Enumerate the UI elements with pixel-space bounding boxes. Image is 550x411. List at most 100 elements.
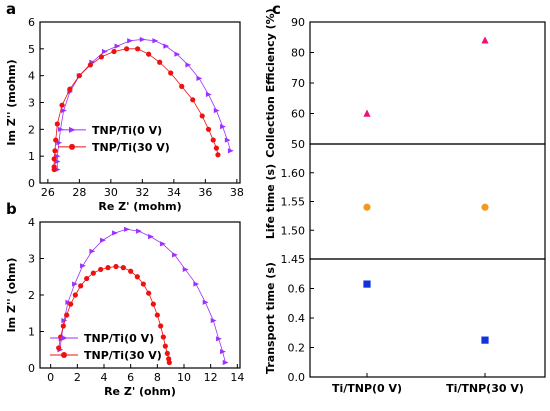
data-point-b-0 — [220, 348, 226, 355]
y-tick-label-c0: 90 — [291, 16, 305, 29]
data-point-a-1 — [54, 121, 60, 127]
x-tick-label-b: 2 — [74, 371, 81, 384]
data-point-a-1 — [146, 51, 152, 57]
data-point-b-0 — [124, 226, 130, 232]
data-point-b-0 — [172, 252, 178, 258]
y-tick-label-b: 3 — [28, 253, 35, 266]
x-axis-title-b: Re Z' (ohm) — [104, 385, 176, 398]
x-tick-label-a: 26 — [41, 186, 55, 199]
panel-letter-c: c — [272, 0, 281, 18]
data-point-b-0 — [222, 359, 229, 366]
data-point-a-0 — [224, 137, 231, 143]
data-point-a-0 — [174, 51, 181, 57]
y-tick-label-c0: 70 — [291, 77, 305, 90]
data-point-b-1 — [105, 265, 111, 271]
data-point-a-1 — [179, 83, 185, 89]
legend-label-a-1: TNP/Ti(30 V) — [92, 141, 170, 154]
data-point-b-1 — [113, 263, 119, 270]
subplot-frame-0 — [309, 21, 546, 145]
y-axis-title-c2: Transport time (s) — [264, 262, 277, 374]
data-point-b-1 — [78, 283, 84, 289]
x-tick-label-a: 30 — [104, 186, 118, 199]
data-point-a-1 — [213, 145, 219, 151]
data-point-b-1 — [68, 301, 74, 307]
y-tick-label-b: 0 — [28, 362, 35, 375]
x-tick-label-b: 8 — [154, 371, 161, 384]
data-point-b-1 — [64, 312, 70, 318]
legend-label-b-0: TNP/Ti(0 V) — [84, 332, 154, 345]
data-point-b-1 — [160, 334, 166, 340]
data-point-b-1 — [120, 265, 126, 271]
x-axis-title-a: Re Z' (mohm) — [98, 200, 181, 213]
data-point-a-0 — [163, 43, 170, 49]
y-tick-label-a: 6 — [28, 16, 35, 29]
y-tick-label-b: 4 — [28, 216, 35, 229]
data-point-c1 — [481, 203, 489, 211]
subplot-frame-2 — [309, 258, 546, 378]
data-point-a-0 — [139, 36, 146, 43]
data-point-b-1 — [154, 312, 160, 318]
x-tick-label-a: 38 — [230, 186, 244, 199]
data-point-a-1 — [98, 54, 105, 60]
x-tick-label-a: 32 — [135, 186, 149, 199]
legend-label-b-1: TNP/Ti(30 V) — [84, 349, 162, 362]
data-point-c0 — [363, 109, 371, 117]
panel-c: c 50 60 70 80 90 Collection Efficiency (%) 1.45… — [264, 0, 546, 395]
data-point-a-1 — [157, 59, 163, 65]
data-point-a-0 — [101, 48, 108, 55]
data-point-a-1 — [67, 86, 73, 92]
data-point-a-1 — [215, 152, 221, 158]
data-point-b-1 — [56, 345, 62, 351]
x-tick-label-b: 6 — [127, 371, 134, 384]
data-point-a-1 — [87, 62, 93, 68]
y-axis-title-a: Im Z'' (mohm) — [5, 59, 18, 145]
y-tick-label-a: 5 — [28, 43, 35, 56]
data-point-c2 — [481, 336, 489, 344]
x-tick-label-a: 36 — [198, 186, 212, 199]
legend-marker-a-1 — [69, 143, 75, 150]
legend-marker-b-0 — [61, 335, 68, 341]
y-axis-title-c1: Life time (s) — [264, 164, 277, 239]
data-point-b-0 — [89, 248, 96, 254]
y-tick-label-c2: 0.4 — [288, 312, 306, 325]
data-point-a-1 — [199, 113, 205, 119]
y-tick-label-a: 3 — [28, 97, 35, 110]
data-point-b-1 — [158, 323, 164, 329]
y-tick-label-c0: 60 — [291, 108, 305, 121]
data-point-b-1 — [98, 266, 104, 273]
data-point-b-0 — [80, 263, 86, 269]
y-tick-label-a: 2 — [28, 123, 35, 136]
x-tick-label-b: 14 — [230, 371, 244, 384]
data-point-a-0 — [185, 62, 192, 68]
x-tick-label-a: 28 — [72, 186, 86, 199]
y-tick-label-c1: 1.60 — [281, 167, 306, 180]
data-point-b-0 — [72, 281, 78, 287]
data-point-a-1 — [190, 97, 196, 103]
data-point-b-0 — [112, 230, 118, 236]
data-point-a-0 — [114, 43, 121, 49]
y-tick-label-a: 0 — [28, 177, 35, 190]
data-point-b-1 — [166, 359, 172, 366]
data-point-b-1 — [90, 270, 96, 276]
x-tick-label-a: 34 — [167, 186, 181, 199]
data-point-b-1 — [60, 323, 66, 329]
data-point-b-1 — [134, 274, 140, 280]
plot-frame-b — [39, 221, 241, 369]
panel-letter-b: b — [6, 200, 17, 218]
data-point-b-0 — [148, 234, 154, 240]
data-point-a-1 — [135, 46, 141, 52]
y-tick-label-c1: 1.50 — [281, 224, 306, 237]
data-point-b-1 — [140, 281, 146, 287]
data-point-a-0 — [213, 107, 220, 114]
data-point-b-1 — [128, 268, 134, 274]
y-tick-label-a: 1 — [28, 150, 35, 163]
data-point-a-1 — [168, 70, 174, 76]
data-point-b-0 — [136, 228, 142, 234]
data-point-a-0 — [205, 91, 212, 98]
data-point-b-0 — [210, 317, 217, 324]
data-point-a-1 — [76, 73, 82, 79]
data-point-a-1 — [59, 102, 65, 108]
